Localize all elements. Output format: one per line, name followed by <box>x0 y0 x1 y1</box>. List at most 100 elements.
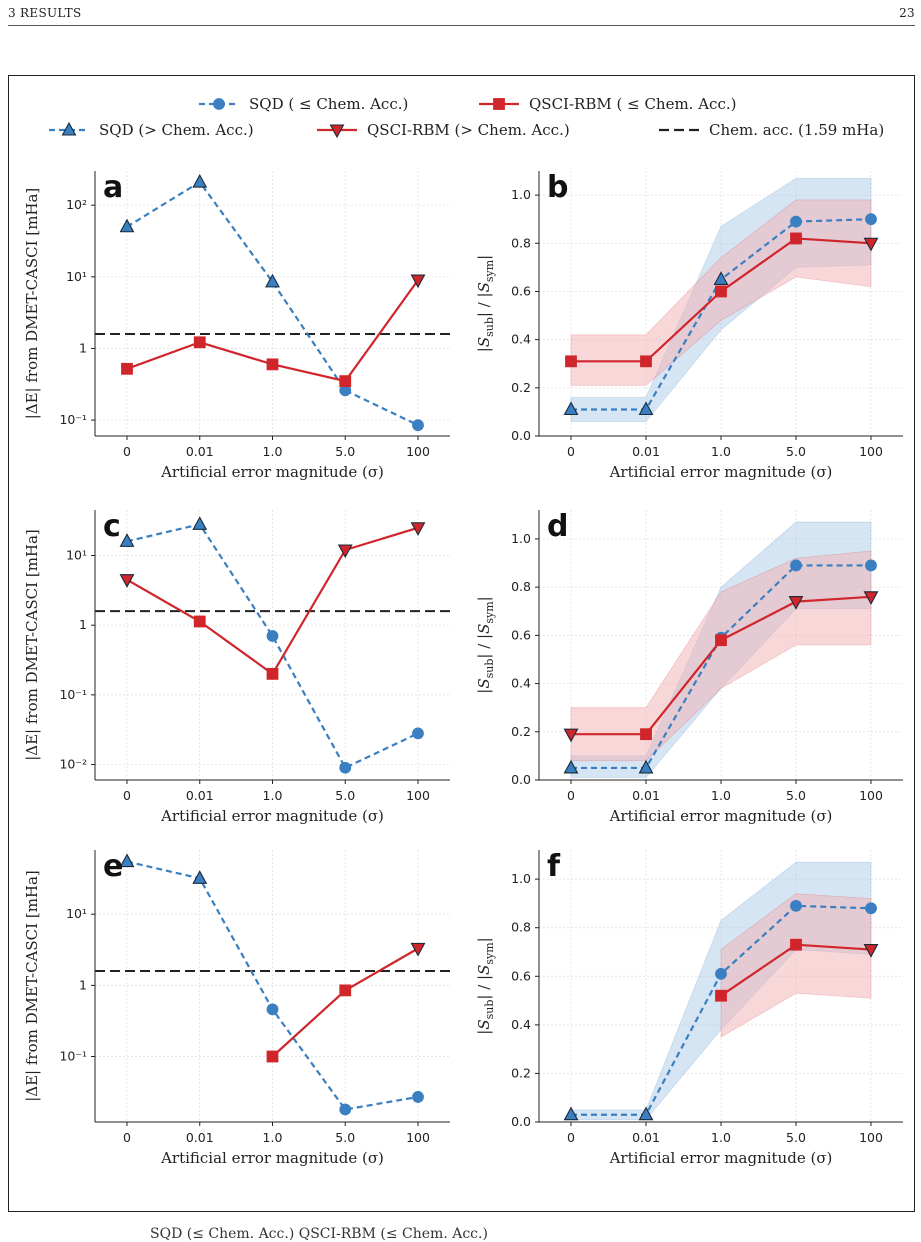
page-number: 23 <box>899 6 915 20</box>
y-tick-label: 0.0 <box>511 1114 531 1129</box>
x-tick-label: 5.0 <box>335 788 355 803</box>
data-point-sqd <box>865 902 877 915</box>
data-point-qsci-rbm <box>863 591 879 605</box>
x-tick-label: 5.0 <box>786 788 806 803</box>
data-point-sqd <box>119 533 135 547</box>
data-point-qsci-rbm <box>119 574 135 588</box>
legend-entry-qsci_gt: QSCI-RBM (> Chem. Acc.) <box>317 121 570 139</box>
legend-entry-chem: Chem. acc. (1.59 mHa) <box>659 121 884 139</box>
y-tick-label: 1 <box>79 617 87 632</box>
data-point-sqd <box>790 559 802 572</box>
data-point-sqd <box>266 1003 279 1016</box>
data-point-qsci-rbm <box>715 989 727 1002</box>
x-tick-label: 0.01 <box>186 788 214 803</box>
x-tick-label: 0.01 <box>632 788 660 803</box>
x-tick-label: 0 <box>567 788 575 803</box>
data-point-qsci-rbm <box>337 544 353 559</box>
y-tick-label: 10² <box>66 197 87 212</box>
figure-frame: SQD ( ≤ Chem. Acc.) QSCI-RBM ( ≤ Chem. Ac… <box>8 75 915 1212</box>
data-point-sqd <box>790 215 802 228</box>
x-tick-label: 0 <box>123 444 131 459</box>
y-axis-label: |ΔE| from DMET-CASCI [mHa] <box>23 870 41 1102</box>
data-point-sqd <box>790 899 802 912</box>
data-point-qsci-rbm <box>788 596 804 610</box>
y-tick-label: 1.0 <box>511 187 531 202</box>
data-point-sqd <box>192 516 208 530</box>
x-tick-label: 1.0 <box>711 1130 731 1145</box>
y-axis-label: |Ssub| / |Ssym| <box>475 255 496 352</box>
panel-letter: c <box>103 509 121 544</box>
data-point-sqd <box>713 271 729 285</box>
x-tick-label: 5.0 <box>786 444 806 459</box>
legend-label: SQD ( ≤ Chem. Acc.) <box>249 95 408 113</box>
band-qsci-rbm <box>720 893 872 1038</box>
data-point-qsci-rbm <box>121 362 133 375</box>
y-axis-label: |ΔE| from DMET-CASCI [mHa] <box>23 188 41 420</box>
x-tick-label: 1.0 <box>263 1130 283 1145</box>
y-tick-label: 0.6 <box>511 968 531 983</box>
data-point-sqd <box>192 173 208 188</box>
y-tick-label: 0.6 <box>511 283 531 298</box>
y-tick-label: 10⁻¹ <box>59 1049 87 1064</box>
data-point-sqd <box>412 419 424 432</box>
section-label: 3 RESULTS <box>8 6 82 20</box>
legend-marker-square <box>493 98 505 110</box>
data-point-sqd <box>119 218 135 233</box>
data-point-qsci-rbm <box>410 942 426 957</box>
data-point-sqd <box>265 273 280 288</box>
data-point-sqd <box>563 759 579 774</box>
data-point-sqd <box>266 630 279 642</box>
header-rule <box>8 25 915 26</box>
series-line-sqd <box>126 523 419 770</box>
data-point-sqd <box>865 559 877 572</box>
y-tick-label: 0.0 <box>511 772 531 787</box>
data-point-qsci-rbm <box>715 634 727 647</box>
x-tick-label: 1.0 <box>711 444 731 459</box>
x-tick-label: 0 <box>567 1130 575 1145</box>
legend-entry-qsci_le: QSCI-RBM ( ≤ Chem. Acc.) <box>479 95 736 113</box>
data-point-qsci-rbm <box>339 984 352 997</box>
data-point-sqd <box>119 853 135 868</box>
data-point-qsci-rbm <box>863 944 879 958</box>
y-tick-label: 0.8 <box>511 920 531 935</box>
data-point-sqd <box>563 1106 579 1121</box>
y-tick-label: 0.8 <box>511 579 531 594</box>
legend-entry-sqd_le: SQD ( ≤ Chem. Acc.) <box>199 95 408 113</box>
panel-letter: f <box>547 849 561 884</box>
y-axis-label: |ΔE| from DMET-CASCI [mHa] <box>23 529 41 761</box>
y-tick-label: 10¹ <box>66 906 87 921</box>
y-tick-label: 1 <box>79 340 87 355</box>
data-point-qsci-rbm <box>640 355 652 368</box>
data-point-sqd <box>339 1103 352 1116</box>
x-tick-label: 100 <box>406 1130 430 1145</box>
y-axis-label: |Ssub| / |Ssym| <box>475 596 496 693</box>
data-point-sqd <box>638 759 654 774</box>
figure-svg: SQD ( ≤ Chem. Acc.) QSCI-RBM ( ≤ Chem. Ac… <box>23 95 903 1167</box>
x-axis-label: Artificial error magnitude (σ) <box>609 1149 833 1167</box>
data-point-sqd <box>865 213 877 226</box>
data-point-sqd <box>412 727 424 740</box>
data-point-sqd <box>563 401 579 416</box>
gridlines <box>95 850 450 1122</box>
y-tick-label: 0.4 <box>511 1017 531 1032</box>
y-tick-label: 0.6 <box>511 627 531 642</box>
y-tick-label: 10⁻¹ <box>59 412 87 427</box>
data-point-qsci-rbm <box>266 1050 279 1063</box>
data-point-qsci-rbm <box>193 336 206 349</box>
panel-f: 0.0 0.2 0.4 0.6 0.8 1.0 0 0.01 1.0 5.0 100 Artifici… <box>475 849 903 1167</box>
data-point-qsci-rbm <box>790 938 802 951</box>
panel-a: 10⁻¹ 1 10¹ 10² 0 0.01 1.0 5.0 100 Artificial erro… <box>23 170 450 481</box>
x-tick-label: 0 <box>567 444 575 459</box>
panel-c: 10⁻² 10⁻¹ 1 10¹ 0 0.01 1.0 5.0 100 Artificial err… <box>23 509 450 825</box>
legend-label: SQD (> Chem. Acc.) <box>99 121 254 139</box>
y-tick-label: 10⁻² <box>59 757 87 772</box>
legend-label: Chem. acc. (1.59 mHa) <box>709 121 884 139</box>
x-tick-label: 1.0 <box>263 444 283 459</box>
legend-marker-triangle-down <box>329 124 345 139</box>
y-tick-label: 0.0 <box>511 428 531 443</box>
data-point-qsci-rbm <box>863 237 879 252</box>
panel-letter: e <box>103 849 123 884</box>
legend-label: QSCI-RBM ( ≤ Chem. Acc.) <box>529 95 736 113</box>
y-axis-label: |Ssub| / |Ssym| <box>475 937 496 1034</box>
data-point-qsci-rbm <box>410 274 426 289</box>
